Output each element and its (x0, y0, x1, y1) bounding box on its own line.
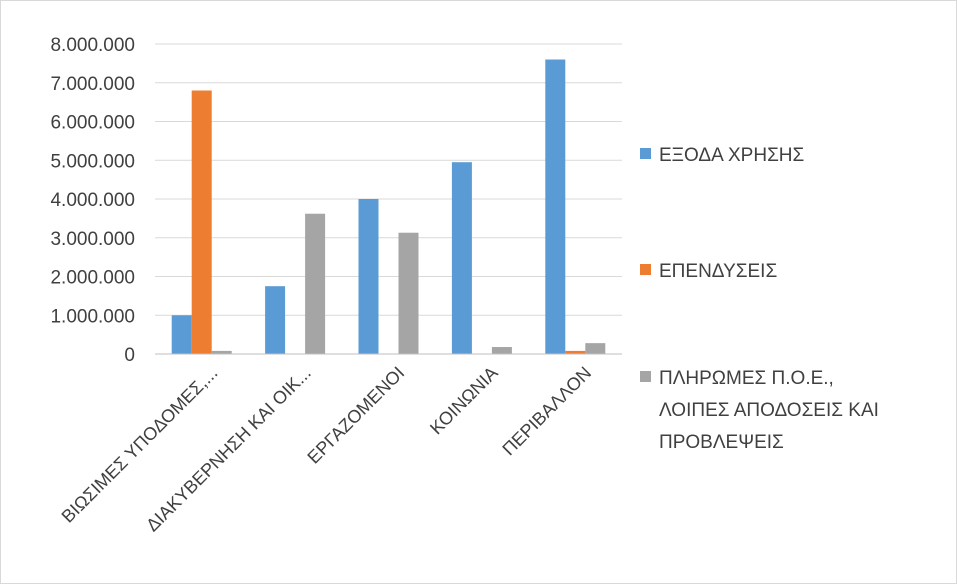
bar-1-4 (451, 162, 472, 354)
legend-label: ΠΛΗΡΩΜΕΣ Π.Ο.Ε., (659, 368, 834, 389)
y-tick-label: 6.000.000 (50, 113, 135, 134)
x-tick-label: ΠΕΡΙΒΑΛΛΟΝ (498, 363, 595, 460)
x-tick-label: ΕΡΓΑΖΟΜΕΝΟΙ (303, 363, 408, 468)
bar-3-1 (211, 350, 232, 354)
bar-1-1 (171, 315, 192, 354)
y-tick-label: 0 (124, 345, 135, 366)
bar-1-2 (265, 286, 286, 354)
bar-3-2 (305, 213, 326, 354)
bar-1-5 (545, 59, 566, 354)
y-tick-label: 8.000.000 (50, 35, 135, 56)
bar-3-4 (491, 347, 512, 354)
x-tick-label: ΚΟΙΝΩΝΙΑ (426, 363, 502, 439)
gridlines (155, 43, 622, 316)
y-tick-label: 3.000.000 (50, 229, 135, 250)
legend-swatch (640, 264, 651, 275)
y-tick-label: 4.000.000 (50, 190, 135, 211)
legend-swatch (640, 371, 651, 382)
bar-3-3 (398, 232, 419, 354)
legend-label: ΕΞΟΔΑ ΧΡΗΣΗΣ (659, 145, 804, 166)
x-tick-label: ΔΙΑΚΥΒΕΡΝΗΣΗ ΚΑΙ ΟΙΚ... (142, 363, 315, 536)
legend-swatch (640, 148, 651, 159)
bar-2-5 (565, 350, 586, 354)
bar-3-5 (585, 343, 606, 354)
legend-label: ΕΠΕΝΔΥΣΕΙΣ (659, 261, 777, 282)
y-tick-label: 2.000.000 (50, 268, 135, 289)
legend-item-3: ΠΛΗΡΩΜΕΣ Π.Ο.Ε., ΛΟΙΠΕΣ ΑΠΟΔΟΣΕΙΣ ΚΑΙ ΠΡΟΒ… (640, 368, 879, 453)
legend-item-1: ΕΞΟΔΑ ΧΡΗΣΗΣ (640, 145, 804, 166)
y-tick-label: 1.000.000 (50, 306, 135, 327)
x-tick-label: ΒΙΩΣΙΜΕΣ ΥΠΟΔΟΜΕΣ,... (58, 363, 222, 527)
legend: ΕΞΟΔΑ ΧΡΗΣΗΣ ΕΠΕΝΔΥΣΕΙΣ ΠΛΗΡΩΜΕΣ Π.Ο.Ε., ΛΟ… (640, 145, 879, 453)
axes: 0 1.000.000 2.000.000 3.000.000 4.000.000 5.0… (50, 35, 622, 535)
legend-label: ΠΡΟΒΛΕΨΕΙΣ (659, 432, 784, 453)
bars (171, 59, 606, 354)
legend-label: ΛΟΙΠΕΣ ΑΠΟΔΟΣΕΙΣ ΚΑΙ (659, 400, 879, 421)
bar-2-1 (191, 90, 212, 354)
y-tick-label: 5.000.000 (50, 151, 135, 172)
legend-item-2: ΕΠΕΝΔΥΣΕΙΣ (640, 261, 777, 282)
bar-1-3 (358, 199, 379, 354)
y-tick-label: 7.000.000 (50, 74, 135, 95)
